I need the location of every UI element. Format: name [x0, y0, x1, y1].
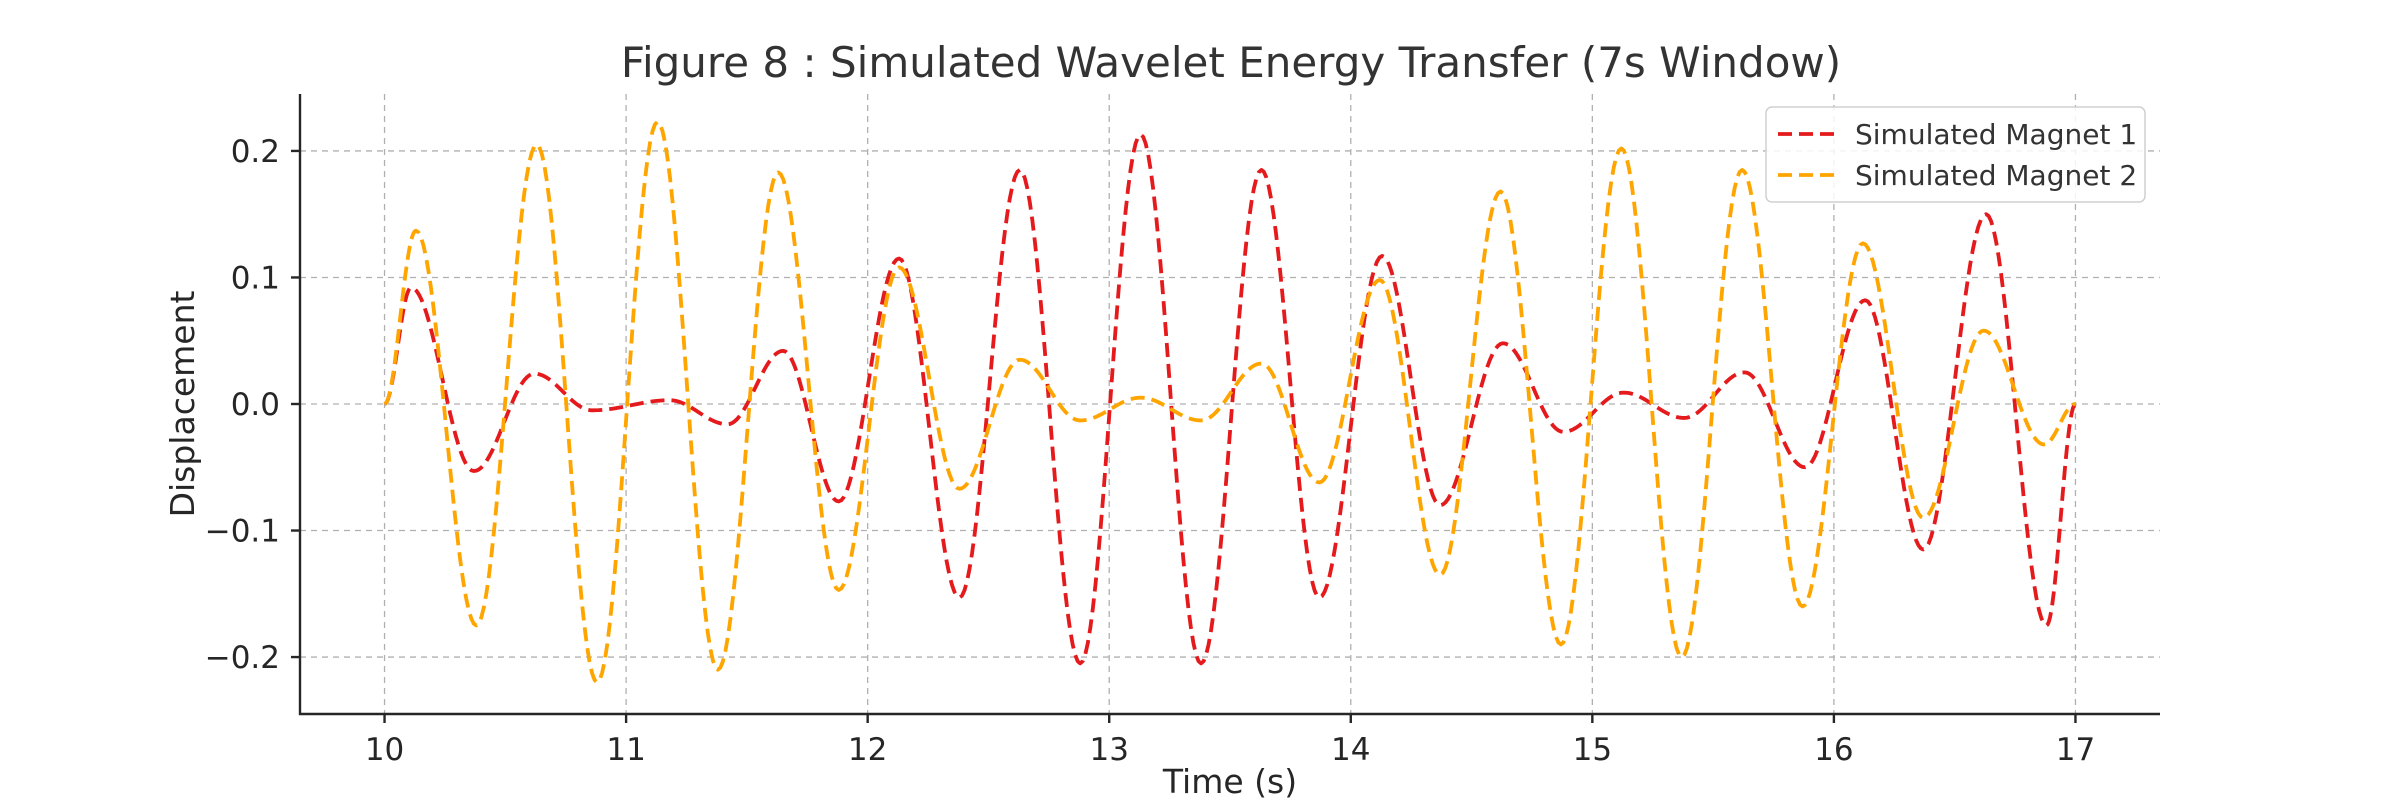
y-tick-label: −0.1: [205, 514, 280, 550]
x-tick-label: 16: [1814, 732, 1853, 768]
series-line-magnet-2: [383, 119, 2077, 685]
series-layer: [383, 119, 2077, 685]
axis-spines: [298, 94, 2160, 716]
y-tick-label: 0.2: [231, 134, 280, 170]
y-tick-label: −0.2: [205, 640, 280, 676]
x-axis-ticks: 10 11 12 13 14 15 16 17: [365, 714, 2095, 768]
x-tick-label: 15: [1573, 732, 1612, 768]
y-tick-label: 0.0: [231, 387, 280, 423]
chart-title: Figure 8 : Simulated Wavelet Energy Tran…: [621, 38, 1841, 87]
y-tick-label: 0.1: [231, 260, 280, 296]
x-tick-label: 17: [2056, 732, 2095, 768]
x-tick-label: 13: [1089, 732, 1128, 768]
legend-frame: [1765, 106, 2146, 203]
series-line-magnet-1: [383, 132, 2077, 666]
legend: Simulated Magnet 1 Simulated Magnet 2: [1765, 106, 2146, 203]
x-tick-label: 10: [365, 732, 404, 768]
legend-label-magnet-2: Simulated Magnet 2: [1855, 159, 2137, 192]
x-tick-label: 12: [848, 732, 887, 768]
x-tick-label: 11: [606, 732, 645, 768]
y-axis-label: Displacement: [163, 291, 202, 518]
y-axis-ticks: −0.2 −0.1 0.0 0.1 0.2: [205, 134, 300, 676]
x-tick-label: 14: [1331, 732, 1370, 768]
x-axis-label: Time (s): [1162, 762, 1297, 800]
legend-label-magnet-1: Simulated Magnet 1: [1855, 118, 2137, 151]
